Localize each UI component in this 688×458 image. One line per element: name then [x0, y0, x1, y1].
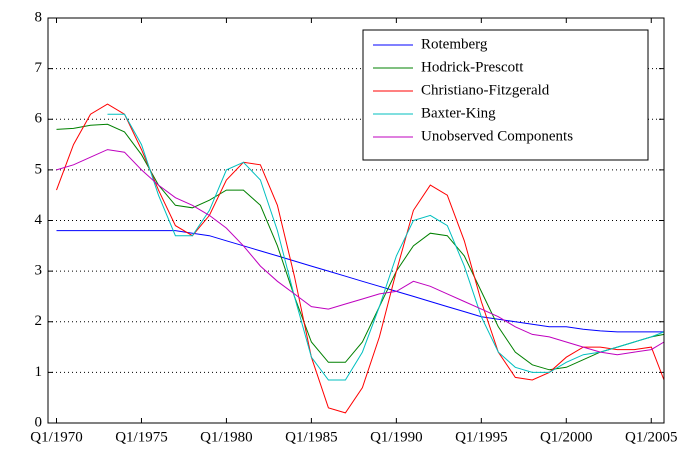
x-tick-label: Q1/1990: [370, 429, 423, 445]
series-line: [56, 230, 664, 333]
y-tick-label: 7: [35, 60, 43, 76]
x-tick-label: Q1/1970: [30, 429, 83, 445]
x-tick-label: Q1/1985: [285, 429, 338, 445]
x-tick-label: Q1/1995: [455, 429, 508, 445]
legend-label: Christiano-Fitzgerald: [421, 82, 550, 98]
y-tick-label: 6: [35, 111, 43, 127]
legend-label: Rotemberg: [421, 36, 488, 52]
legend-label: Unobserved Components: [421, 128, 573, 144]
x-tick-label: Q1/1975: [115, 429, 168, 445]
x-tick-label: Q1/2005: [625, 429, 678, 445]
y-tick-label: 3: [35, 263, 43, 279]
legend-label: Baxter-King: [421, 105, 496, 121]
plot-frame: [47, 17, 665, 424]
legend-label: Hodrick-Prescott: [421, 59, 524, 75]
y-tick-label: 2: [35, 313, 43, 329]
series-line: [56, 149, 665, 356]
y-tick-label: 1: [35, 364, 43, 380]
legend-box: [362, 29, 649, 161]
x-tick-label: Q1/2000: [540, 429, 593, 445]
y-tick-label: 5: [35, 161, 43, 177]
series-line: [56, 103, 665, 414]
series-line: [107, 113, 665, 381]
y-tick-label: 8: [35, 9, 43, 25]
y-tick-label: 0: [35, 414, 43, 430]
y-tick-label: 4: [35, 212, 43, 228]
x-tick-label: Q1/1980: [200, 429, 253, 445]
